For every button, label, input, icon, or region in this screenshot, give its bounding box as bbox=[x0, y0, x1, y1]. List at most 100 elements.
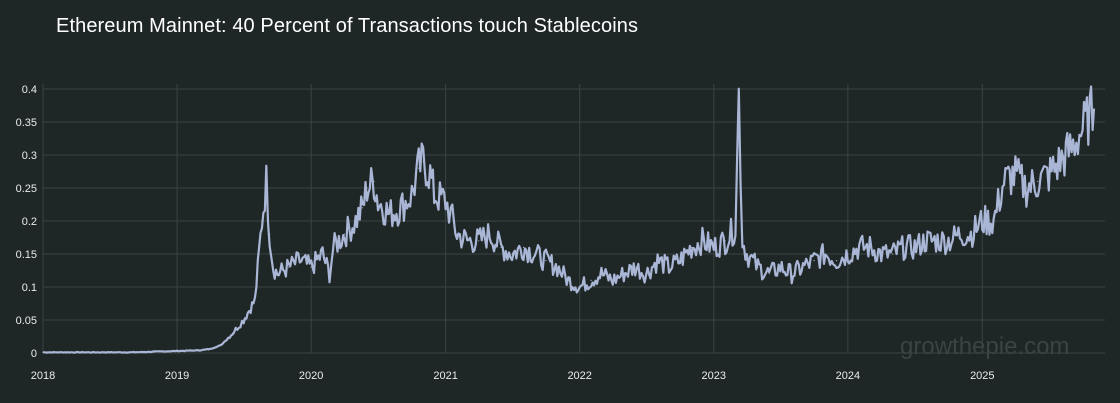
data-point bbox=[1070, 147, 1073, 149]
data-point bbox=[738, 95, 740, 97]
data-point bbox=[701, 240, 703, 242]
data-point bbox=[567, 279, 569, 281]
data-point bbox=[321, 253, 324, 255]
y-tick-label: 0.2 bbox=[22, 216, 37, 228]
data-point bbox=[590, 279, 592, 281]
data-point bbox=[668, 266, 670, 268]
data-point bbox=[835, 260, 838, 262]
data-point bbox=[450, 213, 452, 215]
data-point bbox=[1014, 174, 1016, 176]
data-point bbox=[925, 240, 927, 242]
data-point bbox=[757, 266, 759, 268]
data-point bbox=[522, 246, 525, 248]
data-point bbox=[131, 351, 133, 353]
data-point bbox=[429, 174, 431, 176]
data-point bbox=[411, 194, 413, 196]
data-point bbox=[328, 273, 331, 275]
data-point bbox=[154, 351, 156, 353]
data-point bbox=[1048, 174, 1050, 176]
y-tick-label: 0.15 bbox=[16, 249, 37, 261]
data-point bbox=[276, 273, 278, 275]
data-point bbox=[612, 279, 614, 281]
chart-title: Ethereum Mainnet: 40 Percent of Transact… bbox=[56, 15, 639, 37]
data-point bbox=[355, 220, 357, 222]
data-point bbox=[500, 246, 502, 248]
data-point bbox=[734, 227, 737, 229]
series-line bbox=[43, 85, 1096, 354]
data-point bbox=[366, 187, 368, 189]
data-point bbox=[388, 213, 391, 215]
data-point bbox=[445, 200, 447, 202]
data-point bbox=[433, 194, 435, 196]
data-point bbox=[511, 253, 513, 255]
x-tick-label: 2025 bbox=[970, 370, 994, 382]
data-point bbox=[373, 180, 375, 182]
y-tick-label: 0 bbox=[31, 348, 37, 360]
data-point bbox=[813, 260, 815, 262]
grid bbox=[42, 84, 1105, 354]
data-point bbox=[242, 319, 245, 321]
data-point bbox=[656, 260, 659, 262]
data-point bbox=[1059, 161, 1061, 163]
data-point bbox=[299, 260, 301, 262]
data-point bbox=[959, 233, 961, 235]
x-tick-label: 2020 bbox=[299, 370, 323, 382]
data-point bbox=[768, 273, 770, 275]
data-point bbox=[556, 266, 558, 268]
x-tick-label: 2022 bbox=[567, 370, 591, 382]
data-point bbox=[377, 200, 379, 202]
data-point bbox=[288, 266, 290, 268]
data-point bbox=[545, 260, 547, 262]
data-point bbox=[690, 246, 692, 248]
data-point bbox=[779, 266, 781, 268]
data-point bbox=[579, 286, 581, 288]
data-point bbox=[1093, 108, 1095, 110]
y-tick-label: 0.1 bbox=[22, 282, 37, 294]
data-point bbox=[422, 161, 424, 163]
y-tick-label: 0.3 bbox=[22, 150, 37, 162]
data-point bbox=[272, 266, 274, 268]
data-point bbox=[880, 253, 882, 255]
data-point bbox=[724, 240, 726, 242]
x-tick-label: 2024 bbox=[836, 370, 860, 382]
data-point bbox=[679, 260, 681, 262]
data-point bbox=[645, 273, 647, 275]
data-point bbox=[489, 233, 491, 235]
data-point bbox=[361, 207, 364, 209]
data-point bbox=[310, 266, 312, 268]
data-point bbox=[1037, 180, 1039, 182]
watermark: growthepie.com bbox=[900, 333, 1070, 360]
data-point bbox=[220, 344, 222, 346]
data-point bbox=[1003, 180, 1005, 182]
data-point bbox=[947, 240, 950, 242]
data-point bbox=[891, 253, 893, 255]
data-point bbox=[176, 350, 178, 352]
data-point bbox=[209, 348, 211, 350]
data-point bbox=[914, 246, 916, 248]
data-point bbox=[42, 351, 44, 353]
x-tick-label: 2018 bbox=[31, 370, 55, 382]
data-point bbox=[418, 167, 420, 169]
data-point bbox=[824, 253, 827, 255]
data-point bbox=[741, 240, 744, 242]
data-point bbox=[269, 233, 271, 235]
y-tick-label: 0.35 bbox=[16, 117, 37, 129]
data-point bbox=[478, 240, 480, 242]
data-point bbox=[869, 246, 871, 248]
data-point bbox=[231, 332, 234, 334]
data-point bbox=[198, 349, 200, 351]
data-point bbox=[713, 246, 715, 248]
data-point bbox=[936, 240, 939, 242]
data-point bbox=[802, 266, 804, 268]
data-point bbox=[858, 246, 860, 248]
data-point bbox=[903, 246, 905, 248]
data-point bbox=[600, 273, 602, 275]
data-point bbox=[64, 351, 66, 353]
data-point bbox=[993, 220, 995, 222]
data-point bbox=[400, 207, 402, 209]
data-point bbox=[847, 253, 849, 255]
data-point bbox=[108, 351, 111, 353]
data-point bbox=[332, 246, 334, 248]
x-axis: 2018 2019 2020 2021 2022 2023 2024 2025 bbox=[31, 370, 995, 382]
